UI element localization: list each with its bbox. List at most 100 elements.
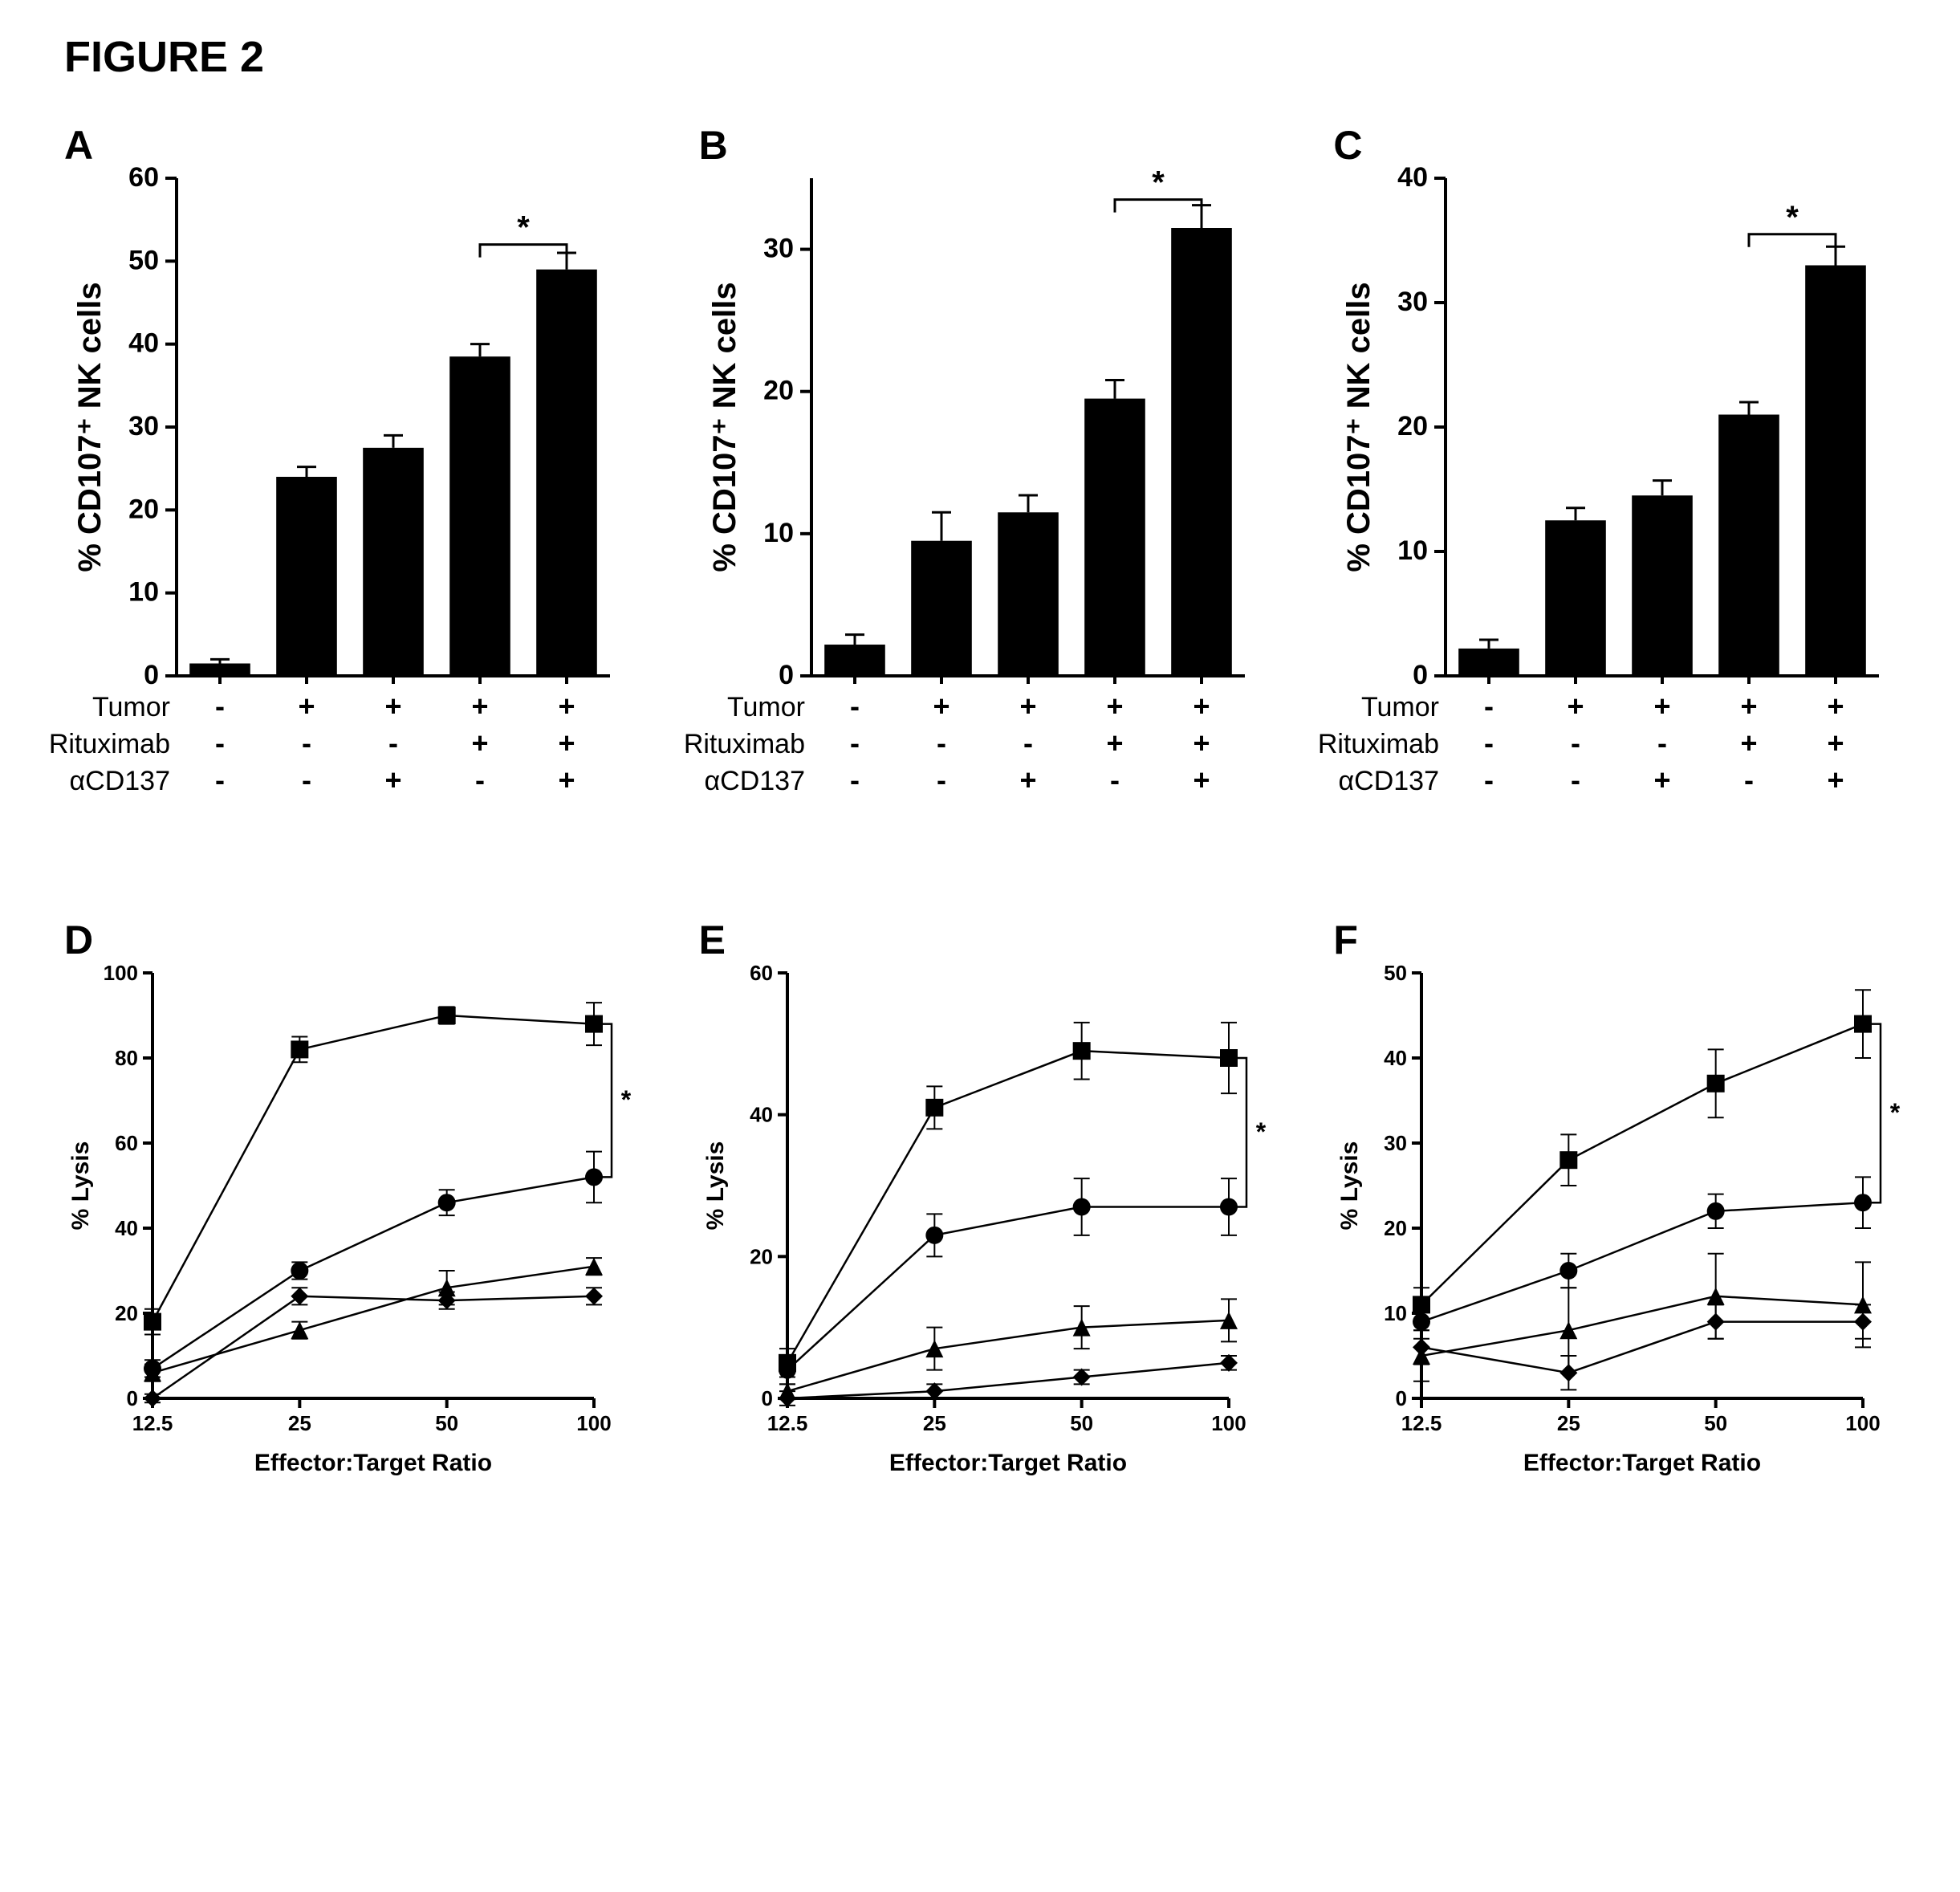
svg-text:0: 0 [761,1386,772,1410]
svg-text:40: 40 [115,1216,138,1240]
svg-text:12.5: 12.5 [767,1411,807,1435]
figure-title: FIGURE 2 [64,32,1928,82]
panel-E: E 020406012.52550100% LysisEffector:Targ… [667,909,1294,1519]
svg-text:20: 20 [750,1244,773,1268]
panel-label: B [699,122,728,169]
svg-text:-: - [475,763,485,796]
svg-text:-: - [1110,763,1120,796]
svg-text:0: 0 [1396,1386,1407,1410]
svg-text:-: - [1657,726,1667,759]
svg-text:25: 25 [923,1411,946,1435]
panel-C: C 010203040% CD107⁺ NK cells*Tumor-++++R… [1301,114,1928,901]
svg-text:+: + [1019,763,1036,796]
svg-text:*: * [621,1085,632,1114]
svg-text:Rituximab: Rituximab [683,729,804,759]
svg-text:+: + [1828,763,1844,796]
svg-text:-: - [850,763,860,796]
svg-text:-: - [1023,726,1033,759]
svg-text:+: + [471,726,488,759]
svg-text:+: + [471,690,488,722]
svg-text:+: + [558,726,575,759]
svg-text:10: 10 [128,577,159,608]
svg-text:-: - [937,726,946,759]
svg-text:80: 80 [115,1046,138,1070]
svg-text:50: 50 [1705,1411,1728,1435]
panel-grid: A 0 10 20 30 40 50 60 % CD107⁺ NK cells * Tumor - +… [32,114,1928,1519]
svg-text:40: 40 [1384,1046,1407,1070]
svg-text:αCD137: αCD137 [70,766,171,796]
svg-text:0: 0 [1413,660,1428,690]
panel-B: B 0102030% CD107⁺ NK cells*Tumor-++++Rit… [667,114,1294,901]
svg-text:40: 40 [750,1103,773,1127]
svg-text:10: 10 [1398,535,1429,566]
svg-text:+: + [1106,726,1123,759]
svg-text:0: 0 [127,1386,138,1410]
svg-text:+: + [384,690,401,722]
svg-text:αCD137: αCD137 [1339,766,1440,796]
svg-text:50: 50 [1070,1411,1093,1435]
svg-text:+: + [558,763,575,796]
svg-text:-: - [215,726,225,759]
svg-text:Tumor: Tumor [1361,692,1439,722]
svg-text:20: 20 [1384,1216,1407,1240]
svg-text:20: 20 [128,494,159,524]
svg-text:*: * [1152,165,1165,201]
svg-text:+: + [384,763,401,796]
svg-text:Rituximab: Rituximab [49,729,170,759]
svg-text:*: * [517,210,530,246]
svg-text:-: - [850,726,860,759]
panel-label: D [64,917,93,963]
svg-text:50: 50 [1384,961,1407,985]
svg-text:% CD107⁺ NK cells: % CD107⁺ NK cells [707,282,742,572]
svg-text:Rituximab: Rituximab [1318,729,1439,759]
svg-text:40: 40 [1398,162,1429,193]
svg-text:Effector:Target Ratio: Effector:Target Ratio [889,1450,1127,1476]
svg-text:+: + [1828,726,1844,759]
svg-text:% Lysis: % Lysis [1336,1141,1363,1231]
svg-text:% Lysis: % Lysis [67,1141,94,1231]
svg-text:+: + [558,690,575,722]
svg-text:+: + [1741,726,1758,759]
svg-text:25: 25 [1557,1411,1580,1435]
svg-text:0: 0 [779,660,794,690]
svg-text:-: - [1571,763,1580,796]
svg-text:12.5: 12.5 [1401,1411,1442,1435]
panel-label: A [64,122,93,169]
svg-text:+: + [1654,763,1671,796]
svg-text:-: - [1484,726,1494,759]
svg-text:10: 10 [1384,1301,1407,1325]
svg-text:100: 100 [1846,1411,1881,1435]
svg-text:+: + [1654,690,1671,722]
svg-text:+: + [1193,690,1210,722]
svg-text:+: + [1106,690,1123,722]
svg-text:-: - [1571,726,1580,759]
svg-text:-: - [302,763,311,796]
svg-text:-: - [1484,690,1494,722]
svg-text:-: - [1484,763,1494,796]
svg-text:60: 60 [750,961,773,985]
svg-text:+: + [1568,690,1584,722]
svg-text:-: - [1744,763,1754,796]
svg-text:60: 60 [115,1131,138,1155]
panel-label: C [1333,122,1362,169]
svg-text:30: 30 [1398,287,1429,317]
svg-text:60: 60 [128,162,159,193]
svg-text:Effector:Target Ratio: Effector:Target Ratio [254,1450,492,1476]
svg-text:+: + [1019,690,1036,722]
panel-label: F [1333,917,1358,963]
svg-text:30: 30 [763,234,794,264]
svg-text:-: - [850,690,860,722]
svg-text:100: 100 [576,1411,611,1435]
svg-text:+: + [298,690,315,722]
svg-text:40: 40 [128,328,159,359]
svg-text:*: * [1255,1117,1266,1146]
svg-text:% CD107⁺ NK cells: % CD107⁺ NK cells [72,282,108,572]
svg-text:10: 10 [763,518,794,548]
svg-text:+: + [1828,690,1844,722]
panel-F: F 0 10 20 30 40 50 12.5 25 50 100 % Lysis Effector:… [1301,909,1928,1519]
svg-text:30: 30 [1384,1131,1407,1155]
svg-text:Effector:Target Ratio: Effector:Target Ratio [1523,1450,1761,1476]
svg-text:25: 25 [288,1411,311,1435]
svg-text:-: - [215,690,225,722]
svg-text:+: + [1741,690,1758,722]
